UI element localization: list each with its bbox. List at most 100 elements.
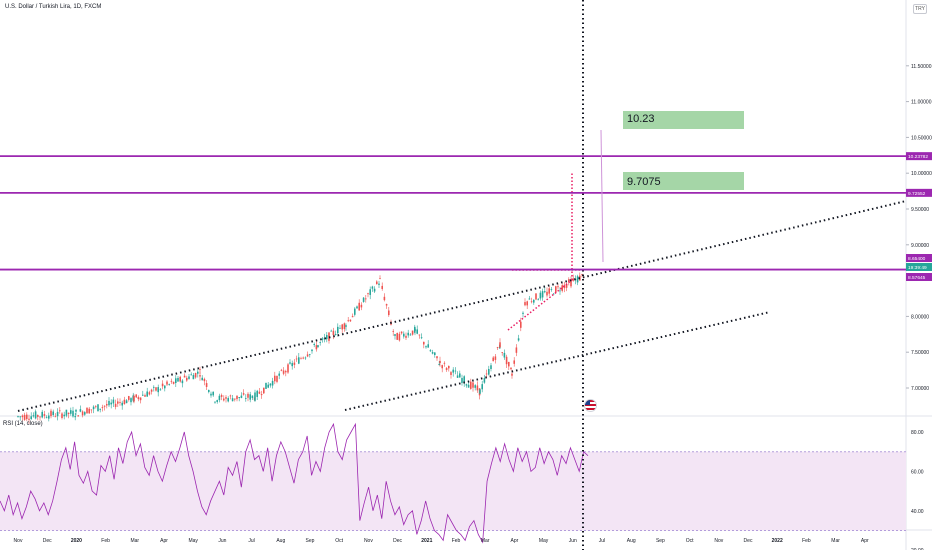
candle-body bbox=[436, 356, 438, 359]
candle-body bbox=[405, 335, 407, 338]
candle-body bbox=[79, 409, 82, 412]
candle-body bbox=[30, 416, 32, 420]
candle-body bbox=[103, 405, 106, 407]
candle-body bbox=[425, 346, 427, 348]
price-label-bg bbox=[906, 152, 932, 161]
candle-body bbox=[179, 376, 181, 382]
candle-body bbox=[467, 384, 470, 388]
candle-body bbox=[524, 302, 526, 306]
candle-body bbox=[472, 382, 474, 388]
time-tick-label: Apr bbox=[511, 538, 519, 544]
time-tick-label: Apr bbox=[861, 538, 869, 544]
candle-body bbox=[21, 415, 24, 418]
candle-body bbox=[452, 369, 454, 373]
candle-body bbox=[269, 383, 272, 386]
candle-body bbox=[190, 374, 192, 376]
candle-body bbox=[407, 332, 409, 336]
candle-body bbox=[321, 338, 324, 340]
candle-body bbox=[456, 375, 459, 378]
price-label-bg bbox=[906, 188, 932, 197]
candle-body bbox=[431, 352, 434, 354]
candle-body bbox=[199, 375, 201, 377]
candle-body bbox=[371, 286, 374, 289]
candle-body bbox=[291, 363, 293, 367]
candle-body bbox=[67, 412, 70, 415]
candle-body bbox=[474, 385, 476, 388]
candle-body bbox=[139, 397, 142, 401]
candle-body bbox=[351, 316, 354, 318]
currency-badge[interactable]: TRY bbox=[913, 4, 927, 14]
candle-body bbox=[379, 278, 381, 280]
candle-body bbox=[88, 408, 90, 414]
candle-body bbox=[293, 362, 296, 365]
candle-body bbox=[254, 392, 256, 401]
candle-body bbox=[17, 416, 19, 417]
candle-body bbox=[172, 381, 175, 384]
candle-body bbox=[287, 364, 289, 373]
price-label-bg bbox=[906, 254, 932, 262]
candle-body bbox=[114, 403, 117, 407]
rsi-tick-label: 80.00 bbox=[911, 430, 924, 436]
candle-body bbox=[263, 387, 265, 394]
candle-body bbox=[559, 290, 561, 292]
candle-body bbox=[74, 416, 76, 418]
candle-body bbox=[282, 370, 285, 374]
candle-body bbox=[403, 333, 405, 337]
candle-body bbox=[153, 386, 155, 388]
candle-body bbox=[418, 334, 421, 336]
candle-body bbox=[546, 291, 548, 296]
candle-body bbox=[459, 373, 461, 378]
candle-body bbox=[454, 370, 457, 372]
time-tick-label: Feb bbox=[802, 538, 811, 544]
time-tick-label: Aug bbox=[276, 538, 285, 544]
candle-body bbox=[92, 406, 95, 410]
candle-body bbox=[274, 375, 276, 382]
candle-body bbox=[81, 411, 84, 416]
time-tick-label: Feb bbox=[452, 538, 461, 544]
candle-body bbox=[285, 371, 287, 373]
candle-body bbox=[378, 283, 380, 285]
candle-body bbox=[388, 310, 390, 316]
candle-body bbox=[199, 369, 201, 371]
time-tick-label: Feb bbox=[101, 538, 110, 544]
candle-body bbox=[362, 297, 365, 302]
time-tick-label: May bbox=[539, 538, 549, 544]
candle-body bbox=[304, 357, 307, 359]
candle-body bbox=[110, 402, 112, 405]
candle-body bbox=[157, 387, 159, 393]
candle-body bbox=[168, 384, 170, 385]
candle-body bbox=[95, 406, 97, 408]
candle-body bbox=[358, 302, 360, 311]
candle-body bbox=[409, 334, 412, 336]
candle-body bbox=[441, 365, 443, 369]
candle-body bbox=[505, 356, 508, 365]
candle-body bbox=[317, 345, 319, 348]
candle-body bbox=[476, 385, 479, 391]
time-tick-label: Nov bbox=[14, 538, 23, 544]
candle-body bbox=[123, 399, 126, 405]
time-tick-label: Jul bbox=[248, 538, 254, 544]
us-flag-icon[interactable] bbox=[584, 399, 597, 412]
candle-body bbox=[517, 338, 520, 341]
candle-body bbox=[260, 394, 263, 396]
time-tick-label: Oct bbox=[686, 538, 694, 544]
candle-body bbox=[530, 301, 533, 303]
candle-body bbox=[343, 323, 346, 330]
candle-body bbox=[557, 286, 559, 288]
candle-body bbox=[315, 345, 318, 350]
candle-body bbox=[313, 344, 315, 346]
candle-body bbox=[334, 334, 337, 336]
candle-body bbox=[548, 288, 550, 294]
price-tick-label: 9.00000 bbox=[911, 243, 929, 249]
candle-body bbox=[337, 326, 339, 334]
candle-body bbox=[520, 321, 522, 328]
candle-body bbox=[39, 416, 41, 418]
candle-body bbox=[360, 304, 363, 308]
candle-body bbox=[26, 414, 28, 420]
candle-body bbox=[159, 389, 162, 391]
candle-body bbox=[499, 342, 501, 348]
candle-body bbox=[117, 401, 119, 404]
candle-body bbox=[59, 410, 61, 412]
time-tick-label: May bbox=[188, 538, 198, 544]
